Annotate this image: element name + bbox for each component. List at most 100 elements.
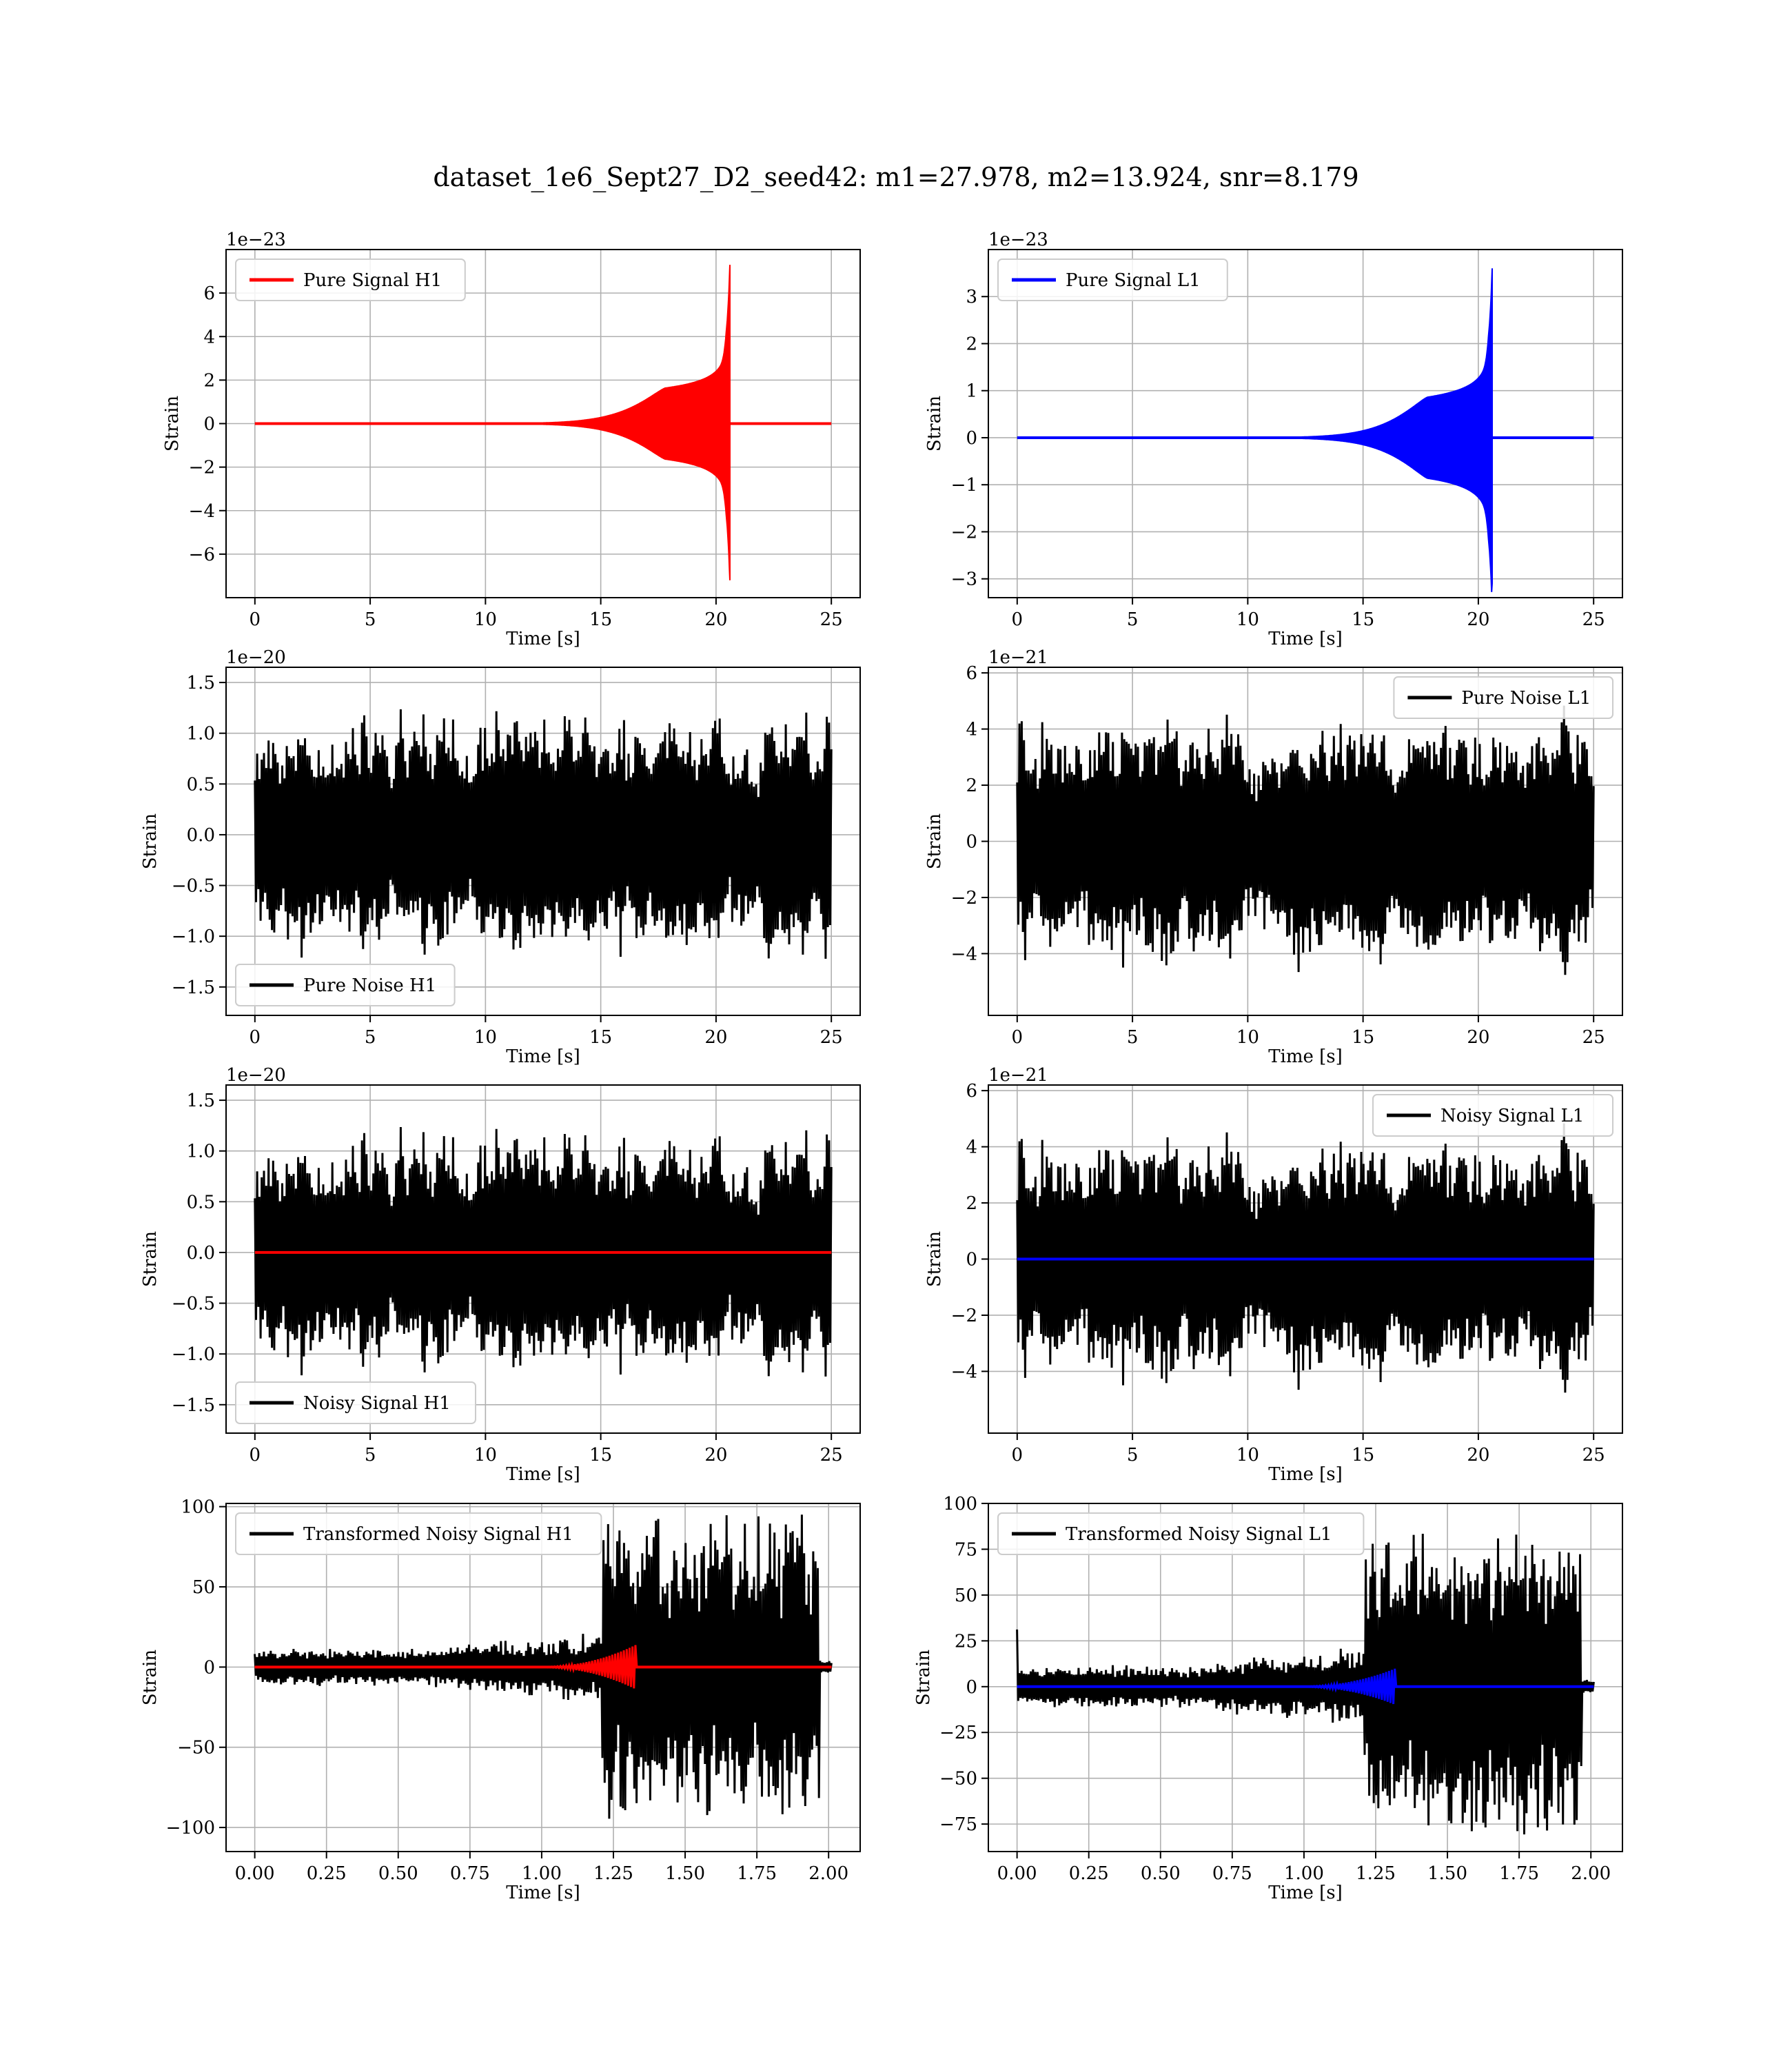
axes-frame (988, 249, 1623, 598)
y-offset-text: 1e−20 (226, 647, 286, 668)
x-tick-label: 15 (589, 1027, 612, 1048)
x-axis-label: Time [s] (1268, 629, 1343, 649)
x-tick-label: 10 (1236, 609, 1259, 630)
y-tick-label: 0 (203, 1657, 215, 1678)
y-tick-label: −50 (177, 1738, 215, 1758)
panel-pure-noise-l1: 0 5 10 15 20 25 −4 −2 0 2 4 6 Time [s] Strain 1e−21 Pur… (924, 647, 1623, 1067)
y-tick-label: −1.0 (172, 1344, 215, 1365)
x-axis-label: Time [s] (506, 1464, 580, 1485)
y-tick-label: 1.5 (187, 1091, 215, 1111)
legend: Pure Signal H1 (235, 258, 466, 301)
x-tick-label: 1.75 (737, 1863, 777, 1884)
series-group (254, 265, 832, 580)
legend-label: Transformed Noisy Signal L1 (1066, 1524, 1332, 1545)
legend: Pure Noise H1 (235, 964, 456, 1006)
x-tick-label: 15 (1352, 1027, 1374, 1048)
legend-label: Noisy Signal L1 (1440, 1106, 1584, 1126)
y-tick-label: 50 (192, 1577, 215, 1598)
panel-noisy-signal-l1: 0 5 10 15 20 25 −4 −2 0 2 4 6 Time [s] Strain 1e−21 Noi… (924, 1065, 1623, 1485)
y-tick-label: 2 (966, 334, 977, 354)
x-tick-label: 0.50 (1141, 1863, 1181, 1884)
y-tick-label: −1 (951, 475, 977, 496)
y-axis-label: Strain (140, 1650, 161, 1706)
series-0-line (254, 1126, 833, 1377)
series-group (1016, 1533, 1595, 1835)
y-offset-text: 1e−20 (226, 1065, 286, 1086)
y-tick-label: −0.5 (172, 1294, 215, 1315)
x-tick-label: 1.25 (593, 1863, 633, 1884)
x-tick-label: 25 (1582, 1445, 1605, 1466)
y-tick-label: 4 (203, 327, 215, 347)
x-tick-label: 20 (704, 1027, 727, 1048)
x-tick-label: 0.75 (1212, 1863, 1252, 1884)
legend: Transformed Noisy Signal H1 (235, 1512, 602, 1555)
legend-frame (1372, 1094, 1613, 1137)
y-tick-label: 1.5 (187, 673, 215, 693)
panel-pure-signal-l1: 0 5 10 15 20 25 −3 −2 −1 0 1 2 3 Time [s] Strain 1e−23 P… (924, 230, 1623, 649)
y-axis-label: Strain (140, 813, 161, 870)
y-tick-label: 2 (966, 1193, 977, 1214)
x-tick-label: 20 (1467, 609, 1489, 630)
y-tick-label: 0 (966, 832, 977, 853)
x-tick-label: 0.75 (450, 1863, 490, 1884)
x-tick-label: 0.25 (1069, 1863, 1109, 1884)
x-tick-label: 10 (474, 609, 497, 630)
figure-title: dataset_1e6_Sept27_D2_seed42: m1=27.978,… (433, 162, 1358, 193)
series-group (254, 1514, 833, 1819)
y-tick-label: −4 (951, 1361, 977, 1382)
x-axis-label: Time [s] (1268, 1464, 1343, 1485)
legend-label: Noisy Signal H1 (303, 1393, 451, 1414)
y-tick-label: −4 (189, 501, 215, 522)
y-tick-label: −100 (166, 1818, 215, 1838)
y-tick-label: 6 (966, 663, 977, 684)
y-axis-label: Strain (924, 1231, 945, 1288)
y-tick-label: 1.0 (187, 1142, 215, 1162)
x-tick-label: 5 (1127, 609, 1139, 630)
x-tick-label: 1.50 (1427, 1863, 1467, 1884)
y-tick-label: 0 (966, 1677, 977, 1698)
series-0-line (1016, 1123, 1595, 1393)
legend: Pure Signal L1 (997, 258, 1228, 301)
y-axis-label: Strain (924, 396, 945, 452)
x-axis-label: Time [s] (506, 629, 580, 649)
x-tick-label: 5 (1127, 1445, 1139, 1466)
y-tick-label: −1.5 (172, 1395, 215, 1416)
legend: Noisy Signal L1 (1372, 1094, 1613, 1137)
series-0-line (1016, 1533, 1595, 1835)
y-tick-label: 4 (966, 1137, 977, 1158)
y-tick-label: −50 (939, 1769, 977, 1790)
y-tick-label: 6 (203, 283, 215, 304)
y-tick-label: −1.5 (172, 977, 215, 998)
y-tick-label: 6 (966, 1081, 977, 1102)
axes-frame (225, 1503, 861, 1852)
legend-frame (235, 1381, 476, 1424)
legend-frame (235, 1512, 602, 1555)
y-offset-text: 1e−21 (988, 1065, 1048, 1086)
plot-area (988, 250, 1622, 598)
y-tick-label: 100 (943, 1494, 977, 1514)
y-tick-label: 0.5 (187, 774, 215, 795)
x-tick-label: 2.00 (1571, 1863, 1611, 1884)
y-tick-label: 2 (966, 776, 977, 796)
series-group (1016, 1123, 1595, 1393)
x-tick-label: 0 (1012, 609, 1024, 630)
panel-pure-noise-h1: 0 5 10 15 20 25 −1.5 −1.0 −0.5 0.0 0.5 1.0 1.5 Time [… (140, 647, 861, 1067)
x-tick-label: 15 (1352, 609, 1374, 630)
y-tick-label: −4 (951, 944, 977, 964)
y-tick-label: 3 (966, 287, 977, 307)
x-tick-label: 0 (1012, 1445, 1024, 1466)
x-tick-label: 0 (250, 1445, 261, 1466)
series-0-line (254, 1514, 833, 1819)
legend: Noisy Signal H1 (235, 1381, 476, 1424)
y-tick-label: −2 (951, 888, 977, 909)
x-tick-label: 10 (474, 1445, 497, 1466)
x-axis-label: Time [s] (506, 1046, 580, 1067)
y-tick-label: −25 (939, 1723, 977, 1743)
x-tick-label: 20 (1467, 1445, 1489, 1466)
y-tick-label: −1.0 (172, 926, 215, 947)
x-tick-label: 20 (704, 609, 727, 630)
x-axis-label: Time [s] (506, 1883, 580, 1903)
x-tick-label: 5 (365, 1027, 376, 1048)
axes-frame (988, 1503, 1623, 1852)
